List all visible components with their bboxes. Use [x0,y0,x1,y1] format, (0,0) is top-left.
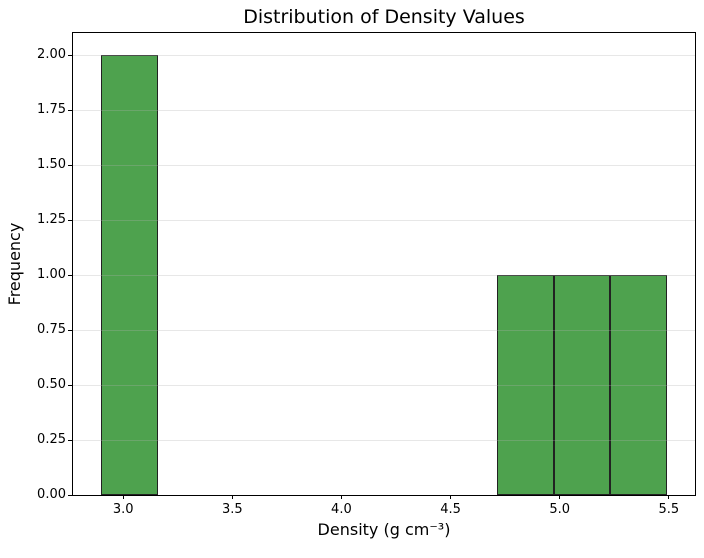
x-tick-label: 4.0 [331,502,352,517]
gridline [73,54,695,56]
gridline [73,109,695,111]
y-tick-mark [68,329,72,331]
x-tick-mark [231,495,233,499]
y-tick-label: 2.00 [37,47,66,62]
gridline [73,219,695,221]
gridline [73,384,695,386]
y-tick-label: 1.50 [37,157,66,172]
y-tick-label: 0.50 [37,377,66,392]
y-tick-label: 0.25 [37,432,66,447]
y-tick-mark [68,384,72,386]
plot-area [72,32,696,496]
x-tick-mark [668,495,670,499]
x-tick-label: 3.0 [112,502,134,517]
y-tick-mark [68,439,72,441]
x-tick-label: 3.5 [221,502,243,517]
y-tick-mark [68,54,72,56]
y-tick-label: 1.00 [37,267,66,282]
histogram-bar [497,275,554,495]
y-tick-label: 1.25 [37,212,66,227]
x-tick-mark [340,495,342,499]
y-tick-mark [68,109,72,111]
y-tick-label: 0.00 [37,487,66,502]
histogram-bar [101,55,158,495]
gridline [73,164,695,166]
x-tick-mark [559,495,561,499]
histogram-bar [553,275,611,495]
x-tick-label: 4.5 [440,502,461,517]
y-tick-label: 0.75 [37,322,66,337]
x-tick-label: 5.0 [549,502,571,517]
y-tick-mark [68,219,72,221]
histogram-bar [610,275,667,495]
y-tick-mark [68,274,72,276]
y-tick-label: 1.75 [37,102,66,117]
y-tick-mark [68,164,72,166]
gridline [73,274,695,276]
x-tick-mark [122,495,124,499]
gridline [73,439,695,441]
x-axis-label: Density (g cm⁻³) [317,520,451,539]
chart-title: Distribution of Density Values [243,6,525,28]
x-tick-label: 5.5 [658,502,680,517]
gridline [73,329,695,331]
y-tick-mark [68,494,72,496]
x-tick-mark [450,495,452,499]
